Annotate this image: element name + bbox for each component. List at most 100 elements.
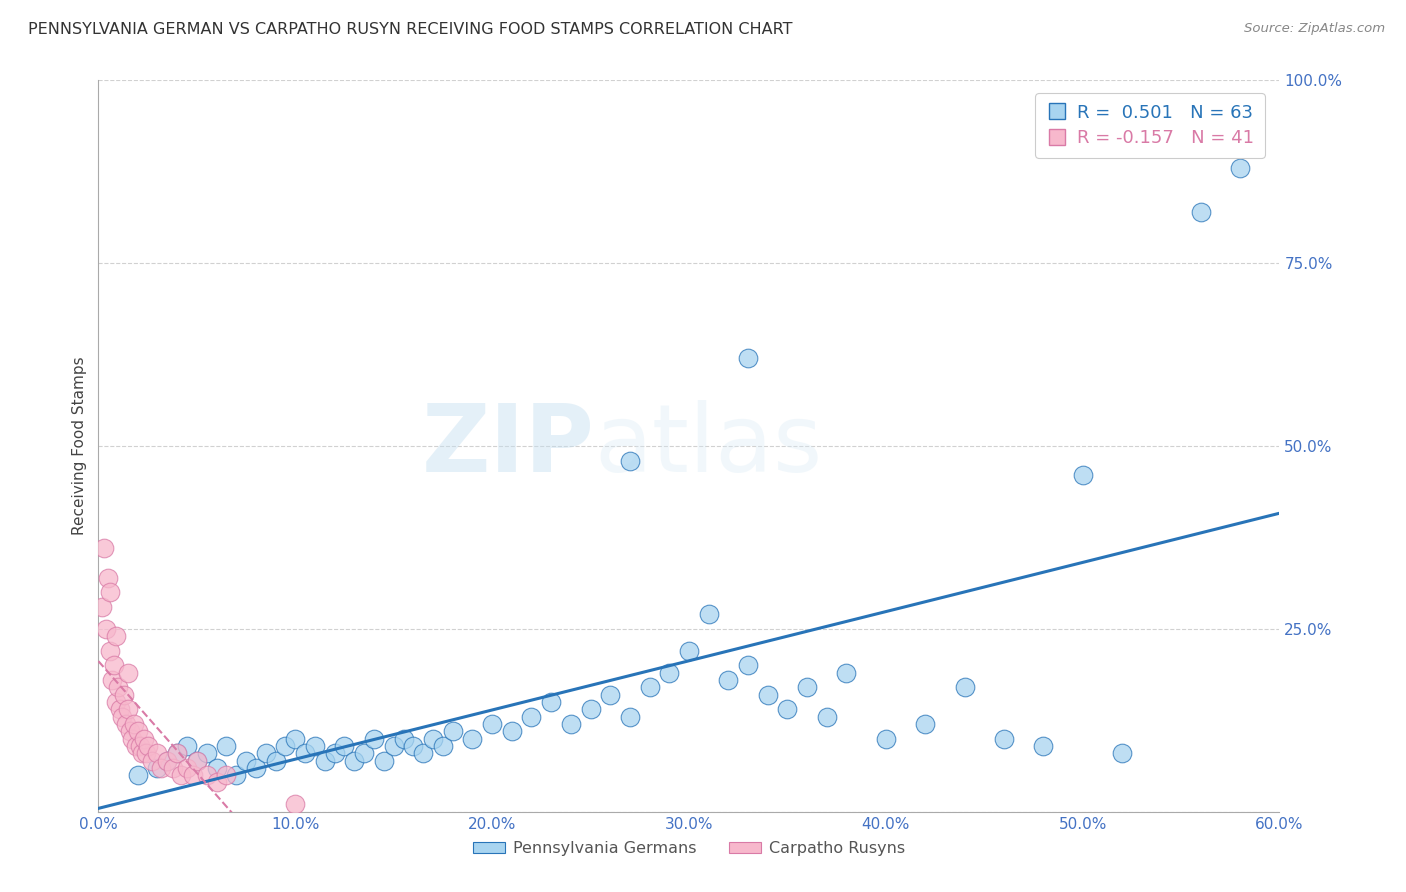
Point xyxy=(432,739,454,753)
Point xyxy=(520,709,543,723)
Point xyxy=(1229,161,1251,175)
Point xyxy=(284,797,307,812)
Point xyxy=(136,739,159,753)
Point xyxy=(412,746,434,760)
Point xyxy=(619,453,641,467)
Point xyxy=(108,702,131,716)
Point xyxy=(481,717,503,731)
Point xyxy=(737,351,759,366)
Point xyxy=(422,731,444,746)
Legend: Pennsylvania Germans, Carpatho Rusyns: Pennsylvania Germans, Carpatho Rusyns xyxy=(467,835,911,863)
Point xyxy=(333,739,356,753)
Point xyxy=(441,724,464,739)
Point xyxy=(382,739,405,753)
Point xyxy=(146,746,169,760)
Text: Source: ZipAtlas.com: Source: ZipAtlas.com xyxy=(1244,22,1385,36)
Point xyxy=(195,746,218,760)
Point xyxy=(186,754,208,768)
Point xyxy=(156,754,179,768)
Point xyxy=(112,688,135,702)
Point xyxy=(638,681,661,695)
Point xyxy=(392,731,415,746)
Point xyxy=(678,644,700,658)
Point xyxy=(107,681,129,695)
Point xyxy=(98,585,121,599)
Point xyxy=(756,688,779,702)
Point xyxy=(274,739,297,753)
Point xyxy=(117,665,139,680)
Point xyxy=(117,702,139,716)
Point xyxy=(363,731,385,746)
Point xyxy=(97,571,120,585)
Point xyxy=(131,746,153,760)
Point xyxy=(619,709,641,723)
Point xyxy=(135,746,157,760)
Point xyxy=(115,717,138,731)
Point xyxy=(304,739,326,753)
Point xyxy=(815,709,838,723)
Point xyxy=(166,746,188,760)
Point xyxy=(91,599,114,614)
Point xyxy=(156,754,179,768)
Point xyxy=(658,665,681,680)
Point xyxy=(111,709,134,723)
Point xyxy=(150,761,173,775)
Point xyxy=(737,658,759,673)
Point xyxy=(105,695,128,709)
Point xyxy=(205,775,228,789)
Point xyxy=(105,629,128,643)
Point xyxy=(93,541,115,556)
Point xyxy=(225,768,247,782)
Point xyxy=(170,768,193,782)
Point xyxy=(141,754,163,768)
Point xyxy=(323,746,346,760)
Point xyxy=(215,739,238,753)
Point xyxy=(1032,739,1054,753)
Point xyxy=(186,754,208,768)
Point xyxy=(195,768,218,782)
Point xyxy=(697,607,720,622)
Y-axis label: Receiving Food Stamps: Receiving Food Stamps xyxy=(72,357,87,535)
Point xyxy=(1189,205,1212,219)
Point xyxy=(146,761,169,775)
Point xyxy=(121,731,143,746)
Point xyxy=(560,717,582,731)
Point xyxy=(1111,746,1133,760)
Text: PENNSYLVANIA GERMAN VS CARPATHO RUSYN RECEIVING FOOD STAMPS CORRELATION CHART: PENNSYLVANIA GERMAN VS CARPATHO RUSYN RE… xyxy=(28,22,793,37)
Point xyxy=(127,724,149,739)
Point xyxy=(125,739,148,753)
Point xyxy=(132,731,155,746)
Point xyxy=(993,731,1015,746)
Point xyxy=(501,724,523,739)
Point xyxy=(162,761,184,775)
Text: atlas: atlas xyxy=(595,400,823,492)
Point xyxy=(540,695,562,709)
Point xyxy=(717,673,740,687)
Point xyxy=(914,717,936,731)
Point xyxy=(579,702,602,716)
Point xyxy=(176,739,198,753)
Point xyxy=(96,622,118,636)
Point xyxy=(245,761,267,775)
Point xyxy=(1071,468,1094,483)
Point xyxy=(599,688,621,702)
Point xyxy=(796,681,818,695)
Point xyxy=(314,754,336,768)
Point xyxy=(284,731,307,746)
Point xyxy=(264,754,287,768)
Text: ZIP: ZIP xyxy=(422,400,595,492)
Point xyxy=(294,746,316,760)
Point xyxy=(953,681,976,695)
Point xyxy=(122,717,145,731)
Point xyxy=(776,702,799,716)
Point xyxy=(128,739,150,753)
Point xyxy=(343,754,366,768)
Point xyxy=(875,731,897,746)
Point xyxy=(353,746,375,760)
Point xyxy=(235,754,257,768)
Point xyxy=(103,658,125,673)
Point xyxy=(402,739,425,753)
Point xyxy=(215,768,238,782)
Point xyxy=(254,746,277,760)
Point xyxy=(166,746,188,760)
